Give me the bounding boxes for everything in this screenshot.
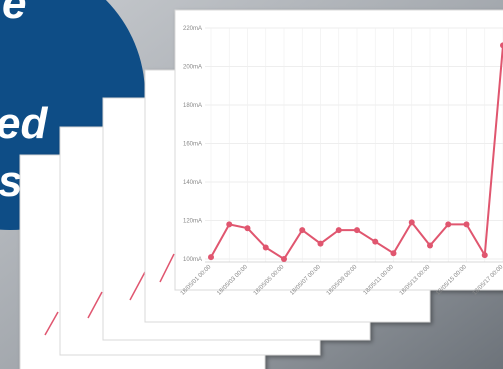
point	[208, 254, 214, 261]
point	[317, 240, 324, 247]
card-line	[44, 311, 59, 336]
headline-fragment: s	[0, 157, 22, 206]
point	[481, 252, 488, 259]
point	[244, 225, 251, 232]
y-tick-label: 120mA	[183, 219, 202, 225]
point	[354, 227, 360, 234]
point	[299, 227, 306, 234]
y-tick-label: 140mA	[183, 180, 202, 186]
back-cards	[19, 9, 503, 369]
point	[335, 227, 342, 234]
point	[372, 238, 379, 245]
point	[226, 221, 233, 228]
card-line	[159, 253, 175, 283]
y-tick-label: 180mA	[183, 103, 202, 109]
point	[281, 256, 287, 262]
point	[390, 250, 397, 257]
point	[427, 242, 433, 249]
y-tick-label: 100mA	[183, 257, 202, 263]
point	[463, 221, 470, 228]
y-tick-label: 220mA	[183, 26, 202, 32]
card-line	[129, 271, 146, 301]
y-tick-label: 200mA	[183, 65, 202, 71]
card-line	[87, 291, 103, 319]
point	[408, 219, 415, 226]
headline-fragment: ed	[0, 99, 48, 148]
point	[500, 42, 503, 49]
y-tick-label: 160mA	[183, 142, 202, 148]
point	[262, 244, 269, 251]
headline-fragment: e	[2, 0, 26, 28]
point	[445, 221, 452, 228]
